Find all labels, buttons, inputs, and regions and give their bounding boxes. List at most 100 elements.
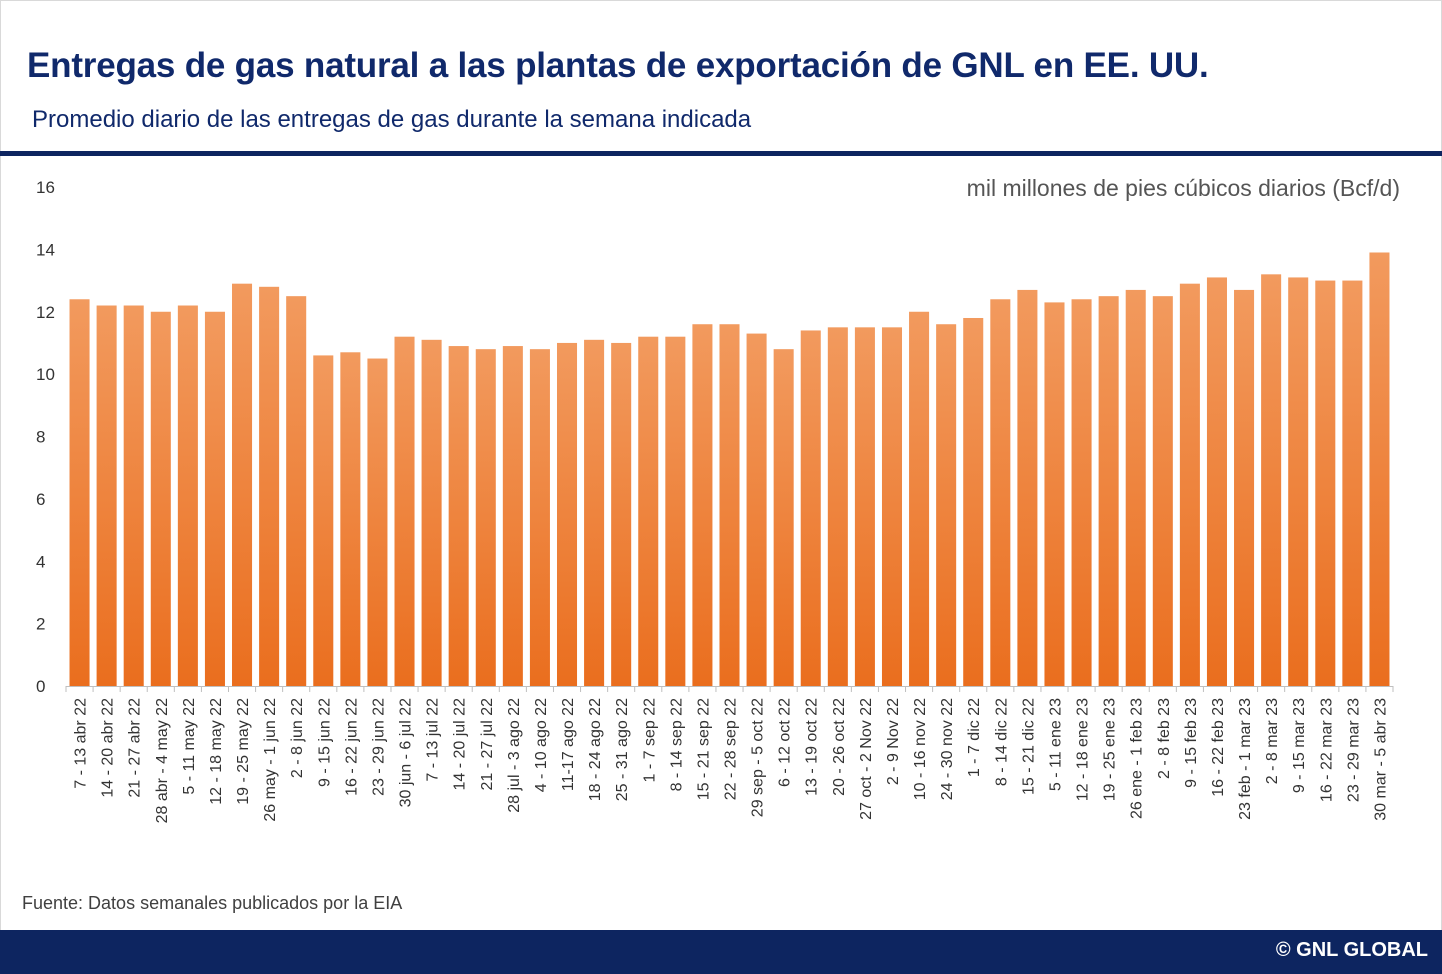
bar [1179, 283, 1200, 686]
x-tick-label: 2 - 8 mar 23 [1264, 698, 1281, 784]
bar [1044, 302, 1065, 686]
bar [1125, 289, 1146, 686]
bar [936, 324, 957, 686]
x-tick-label: 10 - 16 nov 22 [912, 698, 929, 800]
bar [584, 339, 605, 686]
x-tick-label: 11-17 ago 22 [560, 698, 577, 791]
x-tick-label: 8 - 14 dic 22 [993, 698, 1010, 786]
bar-chart: 0 2 4 6 8 10 12 14 16 7 - 13 abr 22 14 - 20 abr 2… [36, 178, 1394, 824]
x-tick-label: 22 - 28 sep 22 [723, 698, 740, 800]
x-tick-label: 24 - 30 nov 22 [939, 698, 956, 800]
bar [204, 311, 225, 686]
x-tick-label: 21 - 27 abr 22 [127, 698, 144, 798]
y-tick-label: 4 [36, 552, 45, 571]
x-tick-label: 30 mar - 5 abr 23 [1372, 698, 1389, 821]
footer-bar: © GNL GLOBAL [0, 930, 1442, 974]
x-tick-label: 28 abr - 4 may 22 [154, 698, 171, 824]
bar [1288, 277, 1309, 686]
bar [1152, 296, 1173, 686]
bar [96, 305, 117, 686]
bar [990, 299, 1011, 686]
bar [1017, 289, 1038, 686]
x-tick-label: 7 - 13 abr 22 [73, 698, 90, 789]
bar [800, 330, 821, 686]
bar [746, 333, 767, 686]
bar [1071, 299, 1092, 686]
x-tick-label: 30 jun - 6 jul 22 [398, 698, 415, 808]
y-tick-label: 6 [36, 490, 45, 509]
x-tick-label: 5 - 11 ene 23 [1047, 698, 1064, 791]
x-tick-label: 29 sep - 5 oct 22 [750, 698, 767, 817]
x-tick-label: 16 - 22 jun 22 [343, 698, 360, 796]
x-tick-label: 7 - 13 jul 22 [425, 698, 442, 782]
bar [529, 349, 550, 686]
bar [611, 342, 632, 686]
y-tick-label: 8 [36, 428, 45, 447]
y-tick-label: 12 [36, 303, 55, 322]
x-tick-label: 20 - 26 oct 22 [831, 698, 848, 796]
x-axis: 7 - 13 abr 22 14 - 20 abr 22 21 - 27 abr 2… [65, 686, 1394, 824]
bar [394, 336, 415, 686]
bar [1342, 280, 1363, 686]
bar [881, 327, 903, 686]
bar [232, 283, 253, 686]
bar [1369, 252, 1390, 686]
y-axis: 0 2 4 6 8 10 12 14 16 [36, 178, 55, 696]
x-tick-label: 14 - 20 jul 22 [452, 698, 469, 791]
y-tick-label: 2 [36, 615, 45, 634]
x-tick-label: 16 - 22 feb 23 [1210, 698, 1227, 797]
x-tick-label: 13 - 19 oct 22 [804, 698, 821, 796]
x-tick-label: 27 oct - 2 Nov 22 [858, 698, 875, 820]
bar [1098, 296, 1119, 686]
bar [638, 336, 659, 686]
bar [1261, 274, 1282, 686]
x-tick-label: 26 may - 1 jun 22 [262, 698, 279, 822]
x-tick-label: 5 - 11 may 22 [181, 698, 198, 795]
x-tick-label: 14 - 20 abr 22 [100, 698, 117, 798]
x-tick-label: 1 - 7 sep 22 [641, 698, 658, 783]
chart-title: Entregas de gas natural a las plantas de… [27, 46, 1209, 85]
y-tick-label: 16 [36, 178, 55, 197]
bar [1206, 277, 1227, 686]
x-tick-label: 25 - 31 ago 22 [614, 698, 631, 801]
bar [502, 346, 523, 686]
bar [963, 317, 984, 686]
bar [1315, 280, 1336, 686]
x-tick-label: 2 - 8 feb 23 [1156, 698, 1173, 779]
bar [367, 358, 388, 686]
bar [286, 296, 307, 686]
bar [421, 339, 442, 686]
x-tick-label: 15 - 21 dic 22 [1020, 698, 1037, 795]
x-tick-label: 26 ene - 1 feb 23 [1129, 698, 1146, 819]
bar [313, 355, 334, 686]
x-tick-label: 23 - 29 jun 22 [370, 698, 387, 796]
x-tick-label: 12 - 18 may 22 [208, 698, 225, 805]
x-tick-label: 1 - 7 dic 22 [966, 698, 983, 777]
x-tick-label: 19 - 25 may 22 [235, 698, 252, 805]
x-tick-label: 4 - 10 ago 22 [533, 698, 550, 792]
bar [909, 311, 930, 686]
bar [665, 336, 686, 686]
bar [340, 352, 361, 686]
bar [1234, 289, 1255, 686]
x-tick-label: 9 - 15 mar 23 [1291, 698, 1308, 793]
x-tick-label: 28 jul - 3 ago 22 [506, 698, 523, 813]
x-tick-label: 8 - 14 sep 22 [668, 698, 685, 792]
bar [719, 324, 740, 686]
bar [556, 342, 578, 686]
source-note: Fuente: Datos semanales publicados por l… [22, 893, 403, 913]
x-tick-label: 16 - 22 mar 23 [1318, 698, 1335, 802]
x-tick-label: 9 - 15 feb 23 [1183, 698, 1200, 788]
x-tick-label: 15 - 21 sep 22 [695, 698, 712, 800]
y-tick-label: 0 [36, 677, 45, 696]
chart-subtitle: Promedio diario de las entregas de gas d… [32, 106, 752, 133]
bar [123, 305, 144, 686]
x-tick-label: 9 - 15 jun 22 [316, 698, 333, 787]
x-tick-label: 18 - 24 ago 22 [587, 698, 604, 801]
x-tick-label: 6 - 12 oct 22 [777, 698, 794, 787]
bar [475, 349, 496, 686]
x-tick-label: 23 feb - 1 mar 23 [1237, 698, 1254, 820]
bar [773, 349, 794, 686]
bar [259, 286, 280, 686]
bar [69, 299, 90, 686]
